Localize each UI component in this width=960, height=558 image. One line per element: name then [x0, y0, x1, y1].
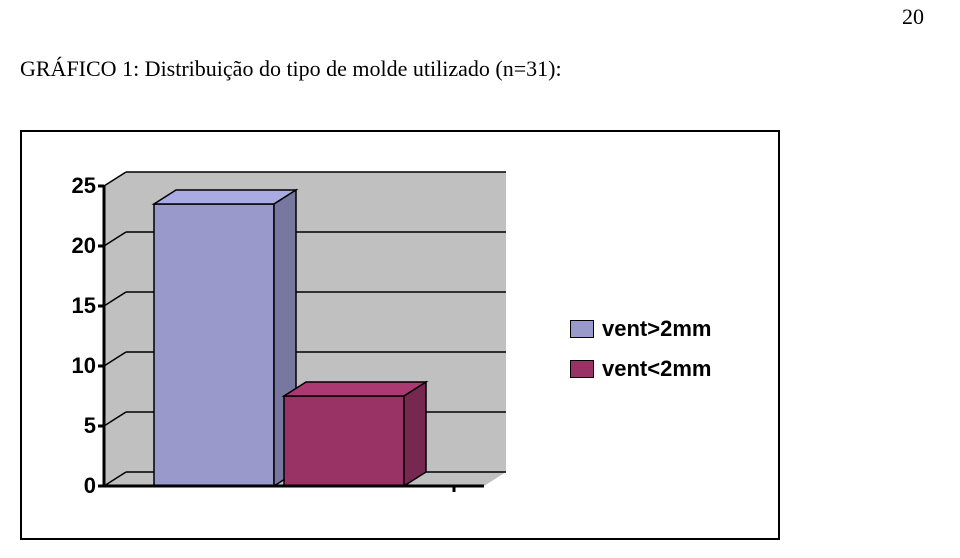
y-tick-label: 20 — [46, 233, 96, 259]
legend-label: vent<2mm — [602, 356, 711, 382]
plot-area — [104, 166, 544, 506]
legend-item: vent>2mm — [570, 316, 711, 342]
legend-label: vent>2mm — [602, 316, 711, 342]
chart-caption: GRÁFICO 1: Distribuição do tipo de molde… — [20, 56, 562, 82]
y-tick-label: 25 — [46, 173, 96, 199]
legend-item: vent<2mm — [570, 356, 711, 382]
y-axis-labels: 0 5 10 15 20 25 — [42, 166, 102, 506]
legend-swatch — [570, 320, 594, 338]
page-number: 20 — [902, 4, 924, 30]
chart-frame: 0 5 10 15 20 25 vent>2mm vent<2mm — [20, 130, 780, 540]
y-tick-label: 10 — [46, 353, 96, 379]
legend-swatch — [570, 360, 594, 378]
y-tick-label: 0 — [46, 473, 96, 499]
y-tick-label: 5 — [46, 413, 96, 439]
legend: vent>2mm vent<2mm — [570, 316, 711, 396]
y-tick-label: 15 — [46, 293, 96, 319]
